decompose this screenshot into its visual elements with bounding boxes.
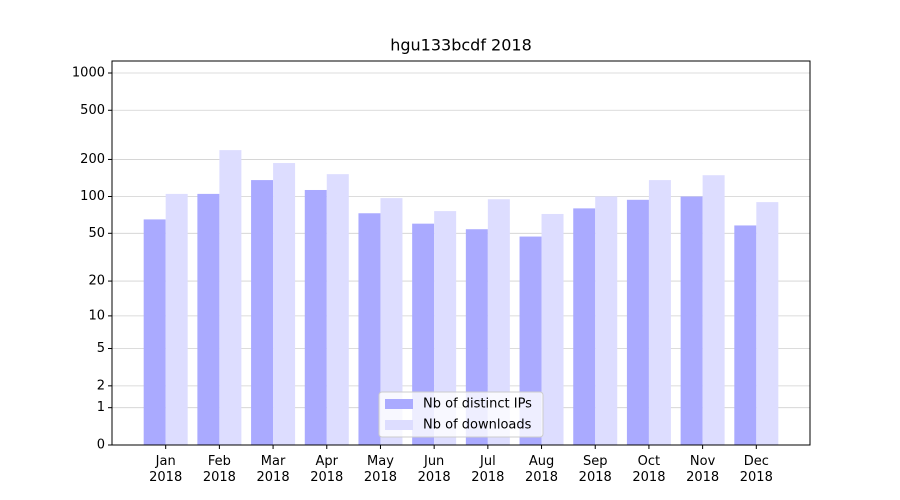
y-tick-label: 1000 (72, 66, 105, 81)
bar (465, 229, 488, 445)
x-tick-label: Oct 2018 (632, 454, 665, 485)
bar (648, 180, 671, 445)
bar (165, 193, 188, 445)
x-tick-line: 2018 (418, 470, 451, 485)
y-tick-label: 5 (97, 341, 105, 356)
bar (251, 180, 274, 445)
legend-frame (378, 391, 544, 438)
bar (680, 196, 703, 445)
x-tick-line: 2018 (257, 470, 290, 485)
y-tick-label: 100 (80, 189, 105, 204)
legend-label: Nb of distinct IPs (423, 397, 532, 412)
y-tick-label: 1 (97, 400, 105, 415)
plot-frame (111, 60, 811, 446)
x-tick-line: 2018 (149, 470, 182, 485)
bar (595, 196, 618, 445)
y-tick-label: 10 (88, 308, 105, 323)
x-tick-line: 2018 (364, 470, 397, 485)
x-tick-line: 2018 (632, 470, 665, 485)
bar (626, 199, 649, 445)
x-tick-line: 2018 (740, 470, 773, 485)
legend-label: Nb of downloads (423, 418, 532, 433)
legend-swatch (385, 420, 413, 430)
x-tick-label: May 2018 (364, 454, 397, 485)
bar (541, 213, 564, 445)
legend-swatch (385, 399, 413, 409)
bar (304, 189, 327, 445)
x-tick-label: Jan 2018 (149, 454, 182, 485)
x-tick-label: Nov 2018 (686, 454, 719, 485)
x-tick-label: Mar 2018 (257, 454, 290, 485)
bar (326, 174, 349, 446)
bar (197, 193, 220, 445)
y-tick-label: 0 (97, 438, 105, 453)
x-tick-label: Jul 2018 (471, 454, 504, 485)
x-tick-line: Feb (208, 454, 231, 469)
bar (412, 223, 435, 445)
x-tick-line: May (367, 454, 394, 469)
bar (380, 198, 403, 445)
legend: Nb of distinct IPs Nb of downloads (378, 391, 544, 438)
x-tick-label: Feb 2018 (203, 454, 236, 485)
x-tick-line: 2018 (203, 470, 236, 485)
chart-title: hgu133bcdf 2018 (390, 36, 532, 55)
x-tick-line: 2018 (310, 470, 343, 485)
x-tick-line: Mar (261, 454, 286, 469)
x-tick-line: Jun (423, 454, 444, 469)
x-tick-line: Sep (583, 454, 608, 469)
x-tick-line: Apr (316, 454, 339, 469)
bar (573, 208, 596, 445)
x-tick-label: Dec 2018 (740, 454, 773, 485)
y-tick-label: 50 (88, 226, 105, 241)
x-tick-label: Sep 2018 (579, 454, 612, 485)
bar (434, 211, 457, 445)
bar (734, 225, 757, 445)
bar (358, 213, 381, 445)
x-tick-line: 2018 (525, 470, 558, 485)
bar (487, 199, 510, 445)
x-tick-line: Dec (744, 454, 769, 469)
bar (756, 202, 779, 445)
y-tick-label: 2 (97, 378, 105, 393)
x-tick-line: Nov (690, 454, 716, 469)
bar (273, 163, 296, 446)
y-tick-label: 20 (88, 274, 105, 289)
x-tick-line: Aug (529, 454, 554, 469)
x-tick-label: Aug 2018 (525, 454, 558, 485)
bar (702, 175, 725, 445)
x-tick-line: Oct (638, 454, 660, 469)
y-tick-label: 500 (80, 103, 105, 118)
x-tick-line: Jan (155, 454, 176, 469)
x-tick-line: 2018 (686, 470, 719, 485)
y-tick-label: 200 (80, 152, 105, 167)
x-tick-label: Apr 2018 (310, 454, 343, 485)
x-tick-line: 2018 (579, 470, 612, 485)
bar (219, 150, 242, 445)
x-tick-line: 2018 (471, 470, 504, 485)
x-tick-line: Jul (479, 454, 496, 469)
bar (143, 219, 166, 445)
x-tick-label: Jun 2018 (418, 454, 451, 485)
